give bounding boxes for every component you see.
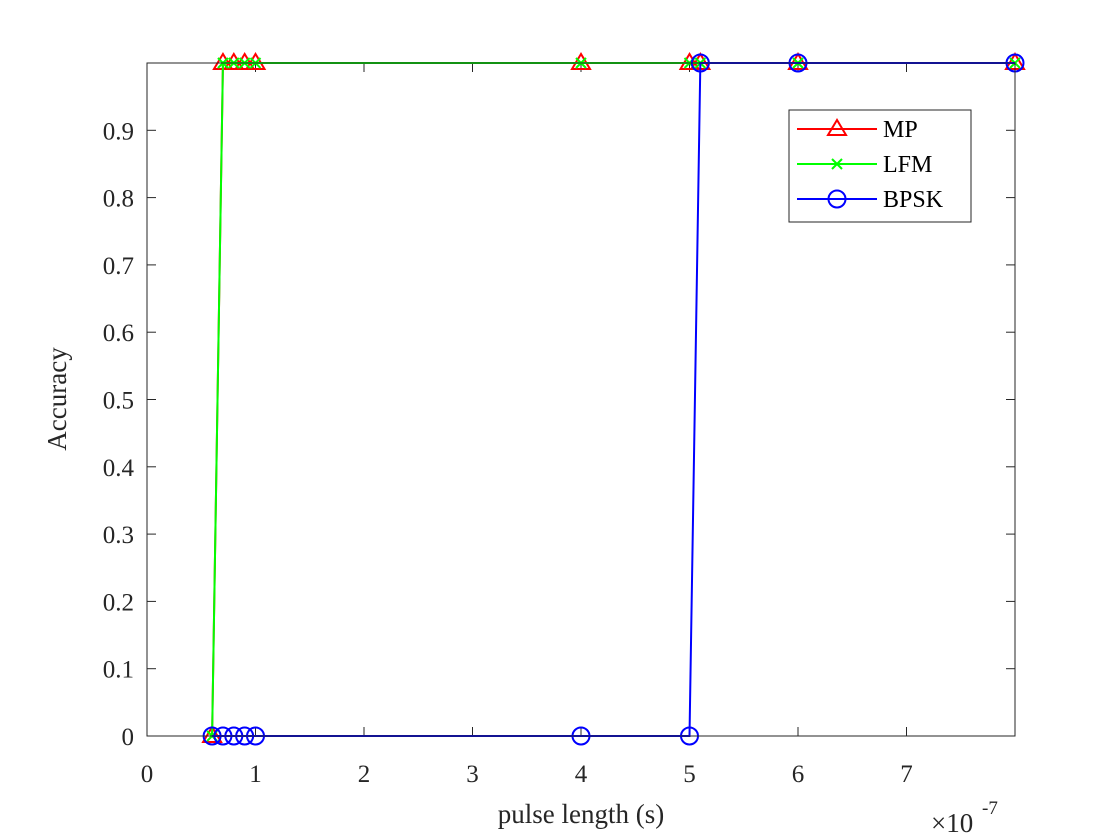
y-tick-label: 0.1 — [103, 657, 134, 684]
data-point-mp — [223, 52, 245, 70]
plot-frame — [146, 62, 1016, 737]
x-tick-label: 4 — [575, 761, 588, 788]
x-tick-label: 3 — [466, 761, 479, 788]
legend: MP LFM BPSK — [788, 109, 972, 223]
x-tick-label: 2 — [358, 761, 371, 788]
data-point-mp — [678, 52, 701, 70]
legend-label: MP — [883, 117, 918, 143]
x-tick-label: 1 — [249, 761, 262, 788]
y-tick-label: 0.7 — [103, 253, 134, 280]
legend-marker — [826, 118, 848, 136]
legend-box — [788, 109, 972, 223]
y-tick-label: 0.4 — [103, 455, 135, 482]
x-axis-exponent: ×10 -7 — [931, 798, 998, 838]
legend-item-bpsk: BPSK — [797, 187, 944, 213]
y-tick-label: 0.3 — [103, 522, 134, 549]
legend-label: BPSK — [883, 187, 944, 213]
tick-labels: 0 1 2 3 4 5 6 7 0 0.1 0.2 0.3 0.4 0.5 0.6 0.7 0.8 0.9 — [103, 118, 913, 788]
x-exponent-prefix: ×10 — [931, 808, 973, 838]
x-tick-label: 6 — [792, 761, 805, 788]
legend-item-lfm: LFM — [797, 152, 932, 178]
y-tick-label: 0.8 — [103, 186, 134, 213]
y-tick-label: 0.5 — [103, 388, 134, 415]
legend-marker — [831, 158, 843, 170]
data-point-mp — [244, 52, 267, 70]
data-point-mp — [201, 725, 223, 743]
legend-label: LFM — [883, 152, 932, 178]
x-exponent-power: -7 — [982, 798, 998, 819]
data-point-mp — [233, 52, 256, 70]
y-tick-label: 0.6 — [103, 320, 134, 347]
legend-items: MP LFM BPSK — [797, 117, 944, 213]
legend-marker — [827, 189, 847, 209]
y-axis-label: Accuracy — [42, 347, 72, 451]
x-tick-label: 7 — [900, 761, 913, 788]
data-point-mp — [787, 52, 809, 70]
x-axis-label: pulse length (s) — [498, 799, 664, 829]
y-tick-label: 0.9 — [103, 118, 134, 145]
y-tick-label: 0.2 — [103, 589, 134, 616]
data-point-mp — [570, 52, 592, 70]
y-tick-label: 0 — [122, 724, 135, 751]
legend-item-mp: MP — [797, 117, 918, 143]
x-tick-label: 5 — [683, 761, 696, 788]
x-tick-label: 0 — [141, 761, 154, 788]
